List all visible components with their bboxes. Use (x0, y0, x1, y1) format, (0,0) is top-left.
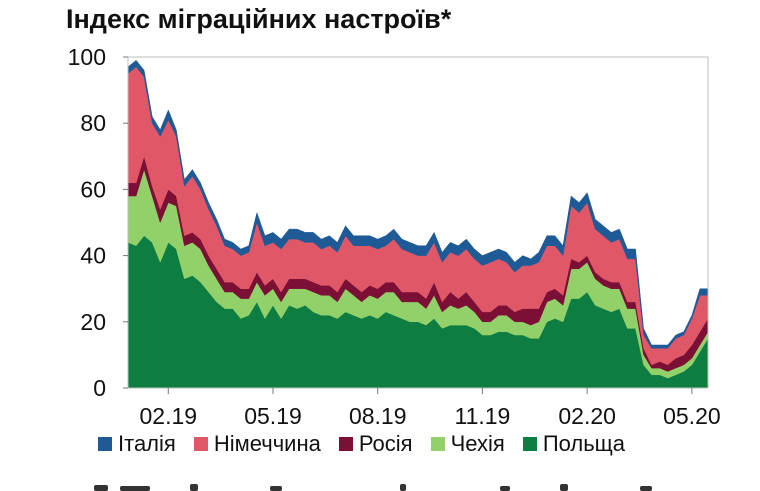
series-areas (127, 59, 709, 389)
x-tick-label: 11.19 (455, 403, 511, 429)
legend-swatch-poland (522, 437, 537, 451)
chart-title: Індекс міграційних настроїв* (66, 4, 452, 34)
y-axis-ticks: 0 20 40 60 80 100 (68, 44, 128, 401)
legend-item-italy: Італія (98, 431, 176, 457)
legend-swatch-italy (98, 437, 112, 451)
legend-item-russia: Росія (338, 431, 413, 457)
legend-item-czechia: Чехія (430, 431, 505, 457)
x-axis-ticks: 02.19 05.19 08.19 11.19 02.20 05.20 (139, 388, 721, 429)
x-tick-label: 05.20 (663, 403, 721, 429)
legend-label-poland: Польща (542, 431, 626, 456)
x-tick-label: 08.19 (349, 403, 407, 429)
x-tick-label: 02.20 (558, 403, 616, 429)
legend-swatch-russia (338, 437, 353, 451)
legend-label-italy: Італія (118, 431, 176, 456)
x-tick-label: 02.19 (139, 403, 197, 429)
y-tick-label: 100 (68, 44, 106, 70)
cropped-caption-text (94, 484, 652, 491)
axes (127, 56, 709, 389)
legend-item-poland: Польща (522, 431, 626, 457)
legend-label-czechia: Чехія (450, 431, 505, 456)
legend: Італія Німеччина Росія Чехія Польща (98, 431, 625, 457)
y-tick-label: 20 (80, 309, 106, 335)
x-tick-label: 05.19 (244, 403, 302, 429)
legend-label-germany: Німеччина (213, 431, 321, 456)
legend-label-russia: Росія (358, 431, 413, 456)
y-tick-label: 80 (80, 110, 106, 136)
legend-item-germany: Німеччина (193, 431, 321, 457)
y-tick-label: 60 (80, 176, 106, 202)
stacked-area-chart: 0 20 40 60 80 100 02.19 05.19 08.19 11.19 02.20 05… (68, 44, 721, 429)
legend-swatch-czechia (430, 437, 445, 451)
y-tick-label: 40 (80, 243, 106, 269)
legend-swatch-germany (193, 437, 208, 451)
y-tick-label: 0 (93, 375, 106, 401)
